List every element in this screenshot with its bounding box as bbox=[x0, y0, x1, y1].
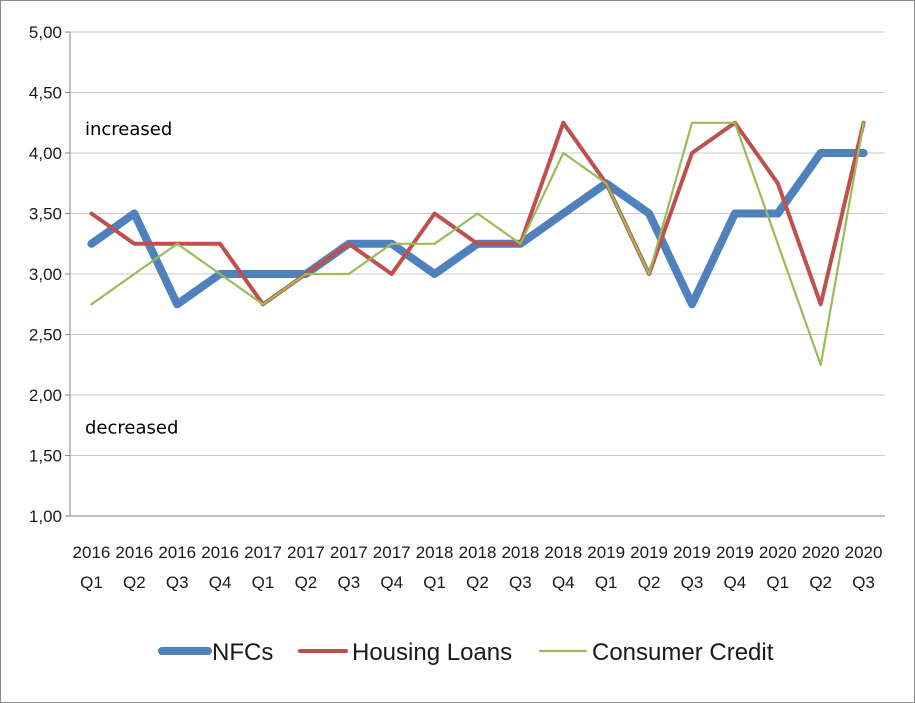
x-tick-year: 2016 bbox=[115, 543, 153, 562]
x-tick-label: 2020 Q3 bbox=[845, 543, 883, 592]
x-tick-quarter: Q2 bbox=[295, 573, 318, 592]
x-tick-label: 2016 Q1 bbox=[73, 543, 111, 592]
x-tick-year: 2018 bbox=[459, 543, 497, 562]
x-tick-quarter: Q2 bbox=[123, 573, 146, 592]
x-tick-quarter: Q3 bbox=[166, 573, 189, 592]
x-tick-year: 2016 bbox=[158, 543, 196, 562]
x-tick-label: 2017 Q1 bbox=[244, 543, 282, 592]
x-tick-label: 2020 Q1 bbox=[759, 543, 797, 592]
x-tick-year: 2016 bbox=[73, 543, 111, 562]
x-tick-label: 2019 Q2 bbox=[630, 543, 668, 592]
x-tick-label: 2019 Q1 bbox=[587, 543, 625, 592]
x-tick-label: 2017 Q2 bbox=[287, 543, 325, 592]
x-tick-quarter: Q3 bbox=[509, 573, 532, 592]
x-tick-year: 2019 bbox=[587, 543, 625, 562]
y-tick-label: 2,50 bbox=[29, 326, 62, 345]
legend-label-housing-loans: Housing Loans bbox=[352, 639, 512, 666]
x-tick-label: 2017 Q4 bbox=[373, 543, 411, 592]
x-tick-year: 2018 bbox=[416, 543, 454, 562]
x-tick-quarter: Q1 bbox=[423, 573, 446, 592]
y-tick-label: 1,00 bbox=[29, 507, 62, 526]
x-tick-quarter: Q2 bbox=[809, 573, 832, 592]
x-tick-quarter: Q4 bbox=[380, 573, 403, 592]
x-tick-label: 2018 Q1 bbox=[416, 543, 454, 592]
x-tick-quarter: Q3 bbox=[681, 573, 704, 592]
x-tick-label: 2016 Q4 bbox=[201, 543, 239, 592]
y-tick-label: 3,00 bbox=[29, 265, 62, 284]
x-tick-label: 2018 Q2 bbox=[459, 543, 497, 592]
series-lines bbox=[87, 120, 868, 366]
x-tick-year: 2020 bbox=[802, 543, 840, 562]
y-tick-label: 4,50 bbox=[29, 84, 62, 103]
x-tick-year: 2016 bbox=[201, 543, 239, 562]
x-tick-quarter: Q3 bbox=[337, 573, 360, 592]
legend: NFCs Housing Loans Consumer Credit bbox=[158, 639, 774, 666]
x-tick-year: 2019 bbox=[630, 543, 668, 562]
x-tick-quarter: Q2 bbox=[466, 573, 489, 592]
x-tick-label: 2019 Q4 bbox=[716, 543, 754, 592]
x-tick-year: 2020 bbox=[845, 543, 883, 562]
x-tick-label: 2017 Q3 bbox=[330, 543, 368, 592]
legend-label-nfcs: NFCs bbox=[212, 639, 273, 666]
annotation-label: decreased bbox=[85, 418, 178, 439]
x-tick-label: 2018 Q4 bbox=[544, 543, 582, 592]
x-tick-year: 2017 bbox=[287, 543, 325, 562]
x-tick-quarter: Q1 bbox=[766, 573, 789, 592]
x-tick-year: 2019 bbox=[673, 543, 711, 562]
y-tick-label: 5,00 bbox=[29, 23, 62, 42]
x-tick-quarter: Q4 bbox=[209, 573, 232, 592]
x-tick-year: 2018 bbox=[544, 543, 582, 562]
y-axis: 1,00 1,50 2,00 2,50 3,00 3,50 4,00 4,50 5,00 bbox=[29, 23, 71, 526]
gridlines bbox=[70, 31, 885, 517]
series-line-consumer-credit bbox=[90, 121, 865, 366]
x-tick-quarter: Q1 bbox=[80, 573, 103, 592]
x-tick-quarter: Q4 bbox=[552, 573, 575, 592]
x-tick-quarter: Q2 bbox=[638, 573, 661, 592]
y-tick-label: 1,50 bbox=[29, 447, 62, 466]
x-tick-year: 2018 bbox=[501, 543, 539, 562]
annotation-label: increased bbox=[85, 119, 172, 140]
x-tick-label: 2018 Q3 bbox=[501, 543, 539, 592]
x-tick-quarter: Q4 bbox=[724, 573, 747, 592]
x-tick-year: 2017 bbox=[244, 543, 282, 562]
x-tick-label: 2020 Q2 bbox=[802, 543, 840, 592]
series-line-nfcs bbox=[87, 149, 868, 309]
x-tick-label: 2016 Q3 bbox=[158, 543, 196, 592]
x-tick-quarter: Q1 bbox=[595, 573, 618, 592]
x-tick-label: 2016 Q2 bbox=[115, 543, 153, 592]
y-tick-label: 2,00 bbox=[29, 386, 62, 405]
x-tick-year: 2017 bbox=[373, 543, 411, 562]
y-tick-label: 3,50 bbox=[29, 205, 62, 224]
x-tick-quarter: Q1 bbox=[252, 573, 275, 592]
x-tick-year: 2017 bbox=[330, 543, 368, 562]
annotations: increased decreased bbox=[85, 119, 178, 439]
x-tick-quarter: Q3 bbox=[852, 573, 875, 592]
legend-label-consumer-credit: Consumer Credit bbox=[592, 639, 774, 666]
x-tick-year: 2019 bbox=[716, 543, 754, 562]
y-tick-label: 4,00 bbox=[29, 144, 62, 163]
x-tick-year: 2020 bbox=[759, 543, 797, 562]
x-tick-label: 2019 Q3 bbox=[673, 543, 711, 592]
